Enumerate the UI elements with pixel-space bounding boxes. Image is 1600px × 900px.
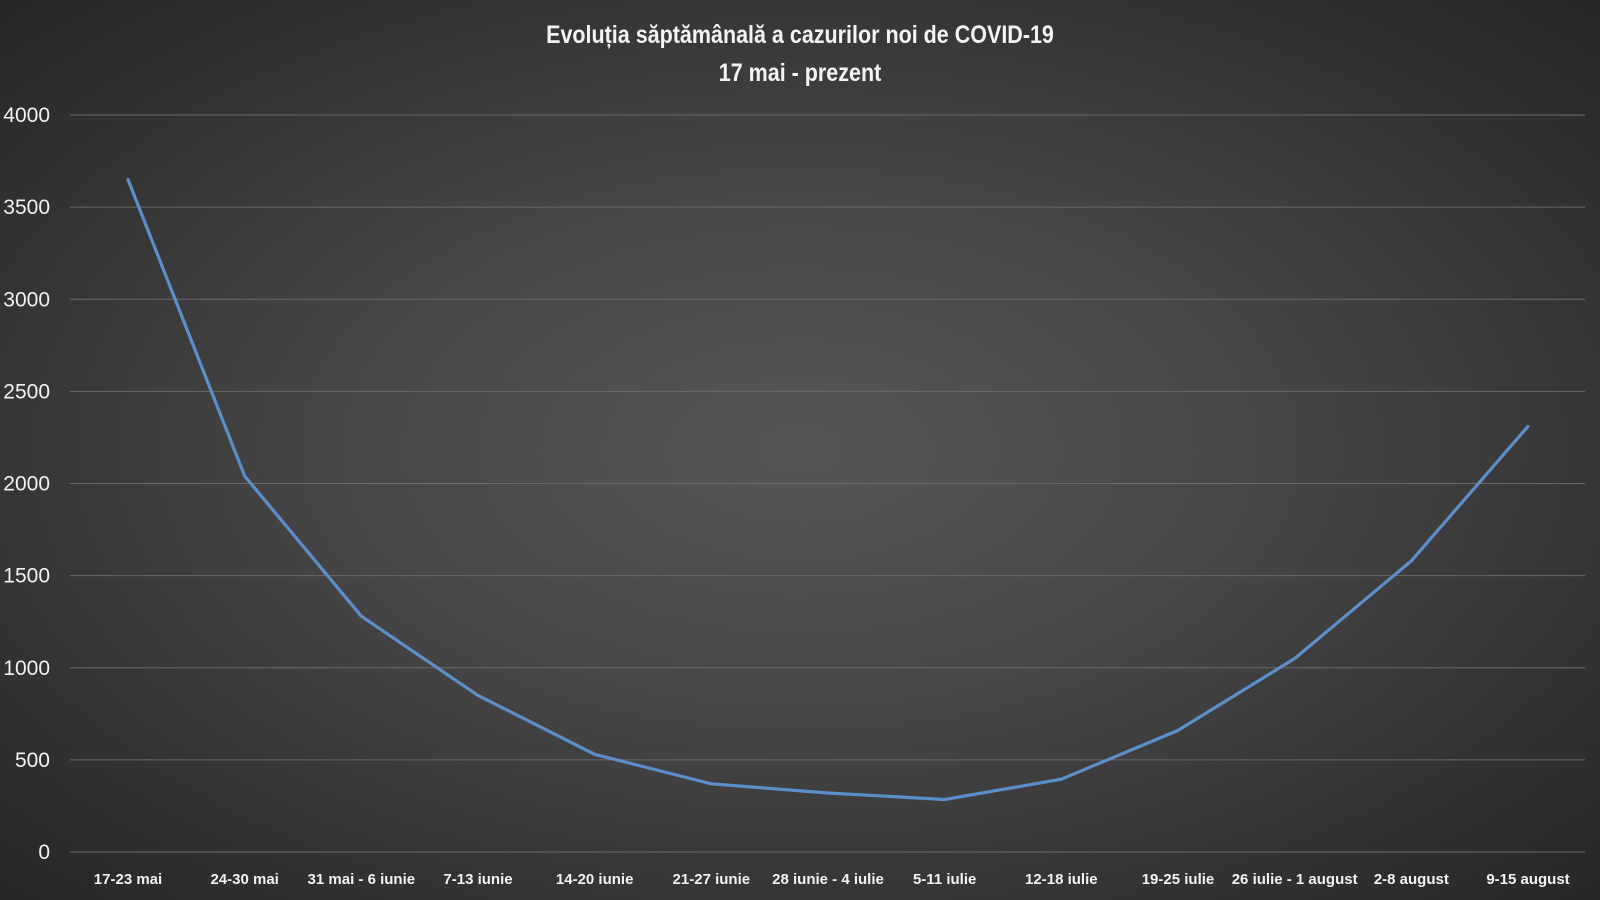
x-tick-label: 24-30 mai (210, 871, 278, 888)
series-line (126, 177, 1530, 802)
x-tick-label: 19-25 iulie (1142, 871, 1215, 888)
x-tick-label: 31 mai - 6 iunie (308, 871, 416, 888)
x-tick-label: 28 iunie - 4 iulie (772, 871, 884, 888)
data-point (943, 797, 947, 801)
y-tick-label: 1000 (3, 657, 50, 680)
y-axis-ticks: 0 500 1000 1500 2000 2500 3000 3500 4000 (3, 104, 50, 864)
data-point (476, 693, 480, 697)
y-tick-label: 2500 (3, 380, 50, 403)
data-point (1526, 424, 1530, 428)
data-point (593, 752, 597, 756)
y-tick-label: 500 (15, 749, 50, 772)
chart-subtitle: 17 mai - prezent (718, 59, 882, 87)
x-tick-label: 9-15 august (1486, 871, 1569, 888)
y-tick-label: 3500 (3, 196, 50, 219)
data-point (126, 177, 130, 181)
data-point (1059, 777, 1063, 781)
y-tick-label: 1500 (3, 565, 50, 588)
data-point (709, 782, 713, 786)
data-point (359, 614, 363, 618)
y-tick-label: 4000 (3, 104, 50, 127)
x-tick-label: 5-11 iulie (913, 871, 976, 888)
x-tick-label: 17-23 mai (94, 871, 162, 888)
chart-title: Evoluția săptămânală a cazurilor noi de … (546, 21, 1054, 49)
data-point (1409, 559, 1413, 563)
data-point (1293, 657, 1297, 661)
x-tick-label: 26 iulie - 1 august (1232, 871, 1358, 888)
data-point (243, 474, 247, 478)
x-tick-label: 12-18 iulie (1025, 871, 1098, 888)
x-tick-label: 7-13 iunie (443, 871, 512, 888)
data-point (826, 791, 830, 795)
y-tick-label: 3000 (3, 288, 50, 311)
y-tick-label: 2000 (3, 473, 50, 496)
x-tick-label: 21-27 iunie (673, 871, 751, 888)
x-axis-ticks: 17-23 mai 24-30 mai 31 mai - 6 iunie 7-13 i… (94, 871, 1570, 888)
series-layer (126, 177, 1530, 802)
grid (70, 114, 1585, 853)
chart-title-block: Evoluția săptămânală a cazurilor noi de … (112, 16, 1488, 92)
y-tick-label: 0 (38, 841, 50, 864)
x-tick-label: 2-8 august (1374, 871, 1449, 888)
data-point (1176, 728, 1180, 732)
x-tick-label: 14-20 iunie (556, 871, 634, 888)
